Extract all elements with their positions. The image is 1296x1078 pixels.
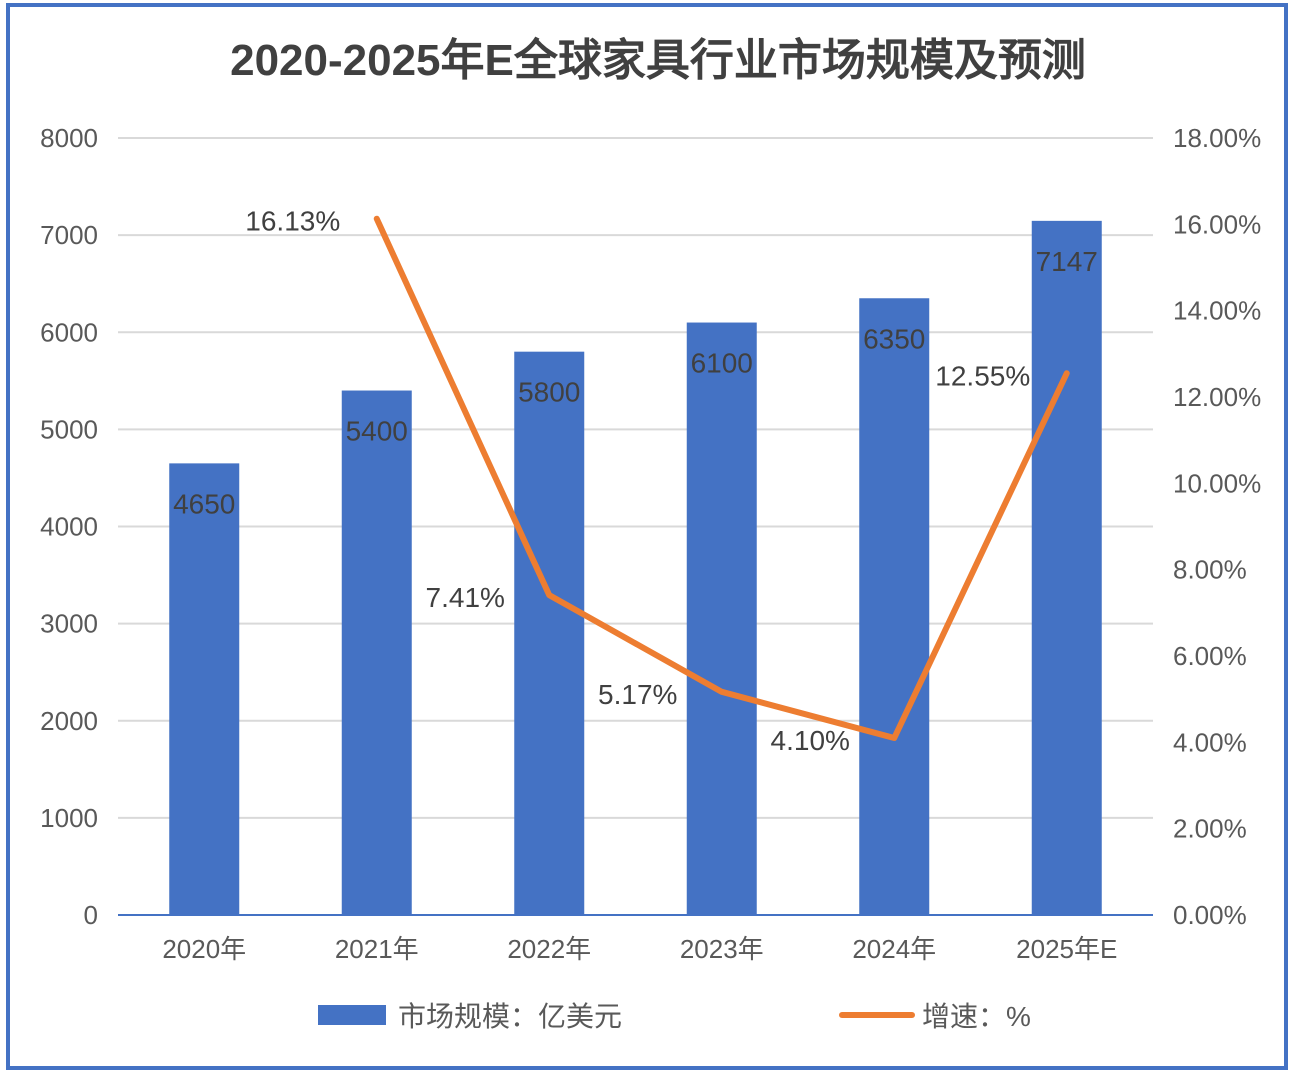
- y-right-tick-label: 4.00%: [1173, 727, 1247, 757]
- chart-title: 2020-2025年E全球家具行业市场规模及预测: [230, 35, 1086, 85]
- bar-data-label: 7147: [1036, 246, 1098, 277]
- legend-line-label: 增速：%: [922, 1001, 1031, 1032]
- y-left-tick-label: 0: [84, 900, 98, 930]
- legend-bar-swatch: [318, 1005, 386, 1025]
- line-data-label: 4.10%: [771, 725, 850, 756]
- x-tick-label: 2022年: [507, 934, 591, 964]
- line-data-label: 5.17%: [598, 679, 677, 710]
- y-left-tick-label: 1000: [40, 803, 98, 833]
- y-right-tick-label: 12.00%: [1173, 382, 1261, 412]
- y-right-tick-label: 2.00%: [1173, 814, 1247, 844]
- y-left-tick-label: 5000: [40, 414, 98, 444]
- bar-data-label: 6100: [691, 348, 753, 379]
- bar-2021年: [341, 390, 412, 915]
- bar-2025年E: [1031, 220, 1102, 915]
- bar-2020年: [169, 463, 240, 915]
- legend-bar-label: 市场规模：亿美元: [398, 1001, 622, 1032]
- x-tick-label: 2025年E: [1016, 934, 1117, 964]
- bar-data-label: 5800: [518, 377, 580, 408]
- y-right-tick-label: 6.00%: [1173, 641, 1247, 671]
- y-left-tick-label: 8000: [40, 123, 98, 153]
- bar-2024年: [859, 298, 930, 916]
- x-tick-label: 2023年: [680, 934, 764, 964]
- y-right-tick-label: 10.00%: [1173, 468, 1261, 498]
- line-data-label: 16.13%: [245, 206, 340, 237]
- y-right-tick-label: 8.00%: [1173, 555, 1247, 585]
- x-tick-label: 2021年: [335, 934, 419, 964]
- y-right-tick-label: 16.00%: [1173, 209, 1261, 239]
- bar-2023年: [686, 322, 757, 916]
- y-left-tick-label: 7000: [40, 220, 98, 250]
- y-left-tick-label: 4000: [40, 512, 98, 542]
- y-left-tick-label: 3000: [40, 609, 98, 639]
- y-right-tick-label: 14.00%: [1173, 296, 1261, 326]
- x-tick-label: 2020年: [162, 934, 246, 964]
- bar-data-label: 6350: [863, 323, 925, 354]
- line-data-label: 7.41%: [426, 582, 505, 613]
- bar-data-label: 5400: [346, 416, 408, 447]
- line-data-label: 12.55%: [935, 360, 1030, 391]
- bar-2022年: [514, 351, 585, 915]
- x-tick-label: 2024年: [852, 934, 936, 964]
- y-right-tick-label: 18.00%: [1173, 123, 1261, 153]
- y-left-tick-label: 2000: [40, 706, 98, 736]
- bar-data-label: 4650: [173, 488, 235, 519]
- y-right-tick-label: 0.00%: [1173, 900, 1247, 930]
- y-left-tick-label: 6000: [40, 317, 98, 347]
